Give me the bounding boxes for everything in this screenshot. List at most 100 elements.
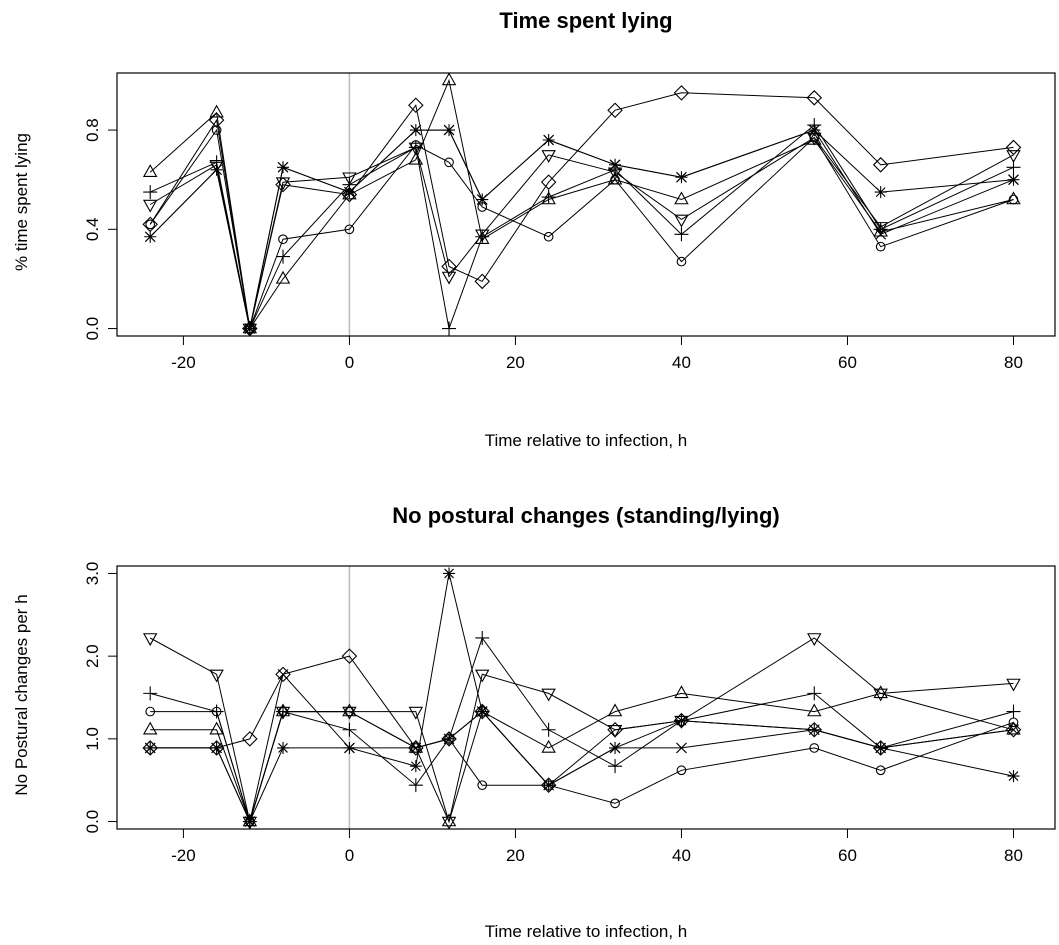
- data-point-plus: [408, 140, 423, 155]
- data-point-plus: [1006, 704, 1021, 719]
- data-point-asterisk: [210, 163, 223, 176]
- data-point-triangle-up: [209, 104, 224, 118]
- data-point-asterisk: [409, 760, 422, 773]
- data-point-triangle-down: [275, 177, 291, 191]
- data-point-diamond: [806, 721, 823, 738]
- data-point-plus: [276, 704, 291, 719]
- data-point-triangle-up: [1006, 191, 1021, 205]
- data-point-diamond: [474, 703, 491, 720]
- data-point-plus: [541, 722, 556, 737]
- data-point-triangle-down: [1006, 678, 1021, 692]
- data-point-triangle-up: [142, 164, 158, 177]
- data-point-asterisk: [1007, 770, 1020, 783]
- data-point-diamond: [275, 666, 291, 683]
- data-point-triangle-down: [807, 633, 822, 647]
- y-tick-label: 3.0: [83, 562, 102, 586]
- data-point-triangle-up: [342, 186, 357, 200]
- data-point-diamond: [208, 740, 225, 756]
- data-point-plus: [276, 249, 291, 264]
- data-point-asterisk: [243, 815, 256, 828]
- data-point-asterisk: [343, 186, 356, 199]
- series-markers-7: [144, 124, 1020, 335]
- data-point-plus: [442, 321, 457, 336]
- data-point-asterisk: [343, 741, 356, 754]
- data-point-asterisk: [277, 161, 290, 174]
- data-point-triangle-up: [408, 151, 424, 165]
- y-tick-label: 0.8: [83, 118, 102, 142]
- x-tick-label: 80: [1004, 353, 1023, 372]
- data-point-triangle-up: [541, 739, 556, 753]
- data-point-triangle-up: [275, 270, 291, 284]
- data-point-asterisk: [808, 723, 821, 736]
- series-line-5: [150, 655, 1014, 786]
- data-point-plus: [541, 190, 556, 205]
- data-point-triangle-down: [541, 150, 556, 163]
- data-point-diamond: [872, 157, 889, 173]
- data-point-triangle-down: [441, 271, 457, 285]
- data-point-triangle-down: [275, 706, 291, 720]
- series-line-6: [149, 136, 1014, 329]
- data-point-triangle-down: [873, 688, 888, 702]
- data-point-asterisk: [443, 567, 456, 580]
- data-point-diamond: [1005, 721, 1022, 738]
- x-tick-label: 80: [1004, 846, 1023, 865]
- plot-area: -20 0 20 40 60 80 0.0 1.0 2.0 3.0: [83, 562, 1056, 865]
- data-point-triangle-down: [474, 669, 490, 683]
- data-point-asterisk: [542, 779, 555, 792]
- data-point-circle: [809, 743, 820, 753]
- x-tick-label: -20: [171, 846, 196, 865]
- x-tick-label: 20: [506, 846, 525, 865]
- data-point-triangle-up: [408, 739, 424, 753]
- series-markers-5: [142, 85, 1022, 337]
- data-point-diamond: [540, 777, 557, 793]
- series-line-2: [149, 78, 1014, 330]
- data-point-asterisk: [609, 158, 622, 171]
- y-tick-label: 0.0: [83, 810, 102, 834]
- x-tick-label: 40: [672, 353, 691, 372]
- data-point-asterisk: [144, 741, 157, 754]
- data-point-triangle-down: [674, 214, 689, 228]
- data-point-diamond: [242, 731, 258, 747]
- chart-title: No postural changes (standing/lying): [392, 503, 779, 528]
- data-point-triangle-down: [342, 706, 357, 720]
- data-point-plus: [143, 185, 158, 200]
- data-point-asterisk: [542, 133, 555, 146]
- plot-area: -20 0 20 40 60 80 0.0 0.4 0.8: [83, 72, 1056, 372]
- data-point-triangle-down: [1006, 150, 1021, 163]
- data-point-triangle-down: [408, 142, 424, 156]
- data-point-asterisk: [476, 193, 489, 206]
- data-point-plus: [807, 686, 822, 701]
- data-point-circle: [211, 125, 222, 135]
- x-axis-label: Time relative to infection, h: [485, 922, 688, 941]
- data-point-triangle-down: [541, 688, 556, 702]
- data-point-asterisk: [1007, 173, 1020, 186]
- series-line-3: [149, 124, 1014, 331]
- data-point-circle: [875, 241, 886, 252]
- data-point-diamond: [540, 174, 557, 190]
- series-line-7: [150, 573, 1014, 823]
- data-point-plus: [674, 227, 689, 242]
- data-point-triangle-up: [807, 703, 822, 717]
- data-point-triangle-up: [1006, 721, 1021, 735]
- data-point-asterisk: [476, 705, 489, 718]
- x-tick-label: 0: [345, 846, 354, 865]
- data-point-asterisk: [874, 186, 887, 199]
- data-point-asterisk: [675, 714, 688, 727]
- data-point-diamond: [607, 102, 623, 118]
- series-markers-6: [142, 633, 1021, 830]
- series-markers-2: [142, 685, 1021, 827]
- data-point-asterisk: [277, 741, 290, 754]
- series-line-6: [149, 637, 1014, 824]
- y-axis-label: No Postural changes per h: [12, 594, 31, 795]
- y-tick-label: 2.0: [83, 644, 102, 668]
- series-line-5: [149, 92, 1014, 329]
- data-point-plus: [408, 778, 423, 793]
- data-point-circle: [676, 256, 687, 267]
- data-point-triangle-down: [342, 172, 357, 186]
- data-point-plus: [608, 759, 623, 774]
- data-point-asterisk: [675, 171, 688, 184]
- y-axis-label: % time spent lying: [12, 133, 31, 271]
- data-point-circle: [145, 219, 156, 230]
- data-point-diamond: [341, 648, 358, 664]
